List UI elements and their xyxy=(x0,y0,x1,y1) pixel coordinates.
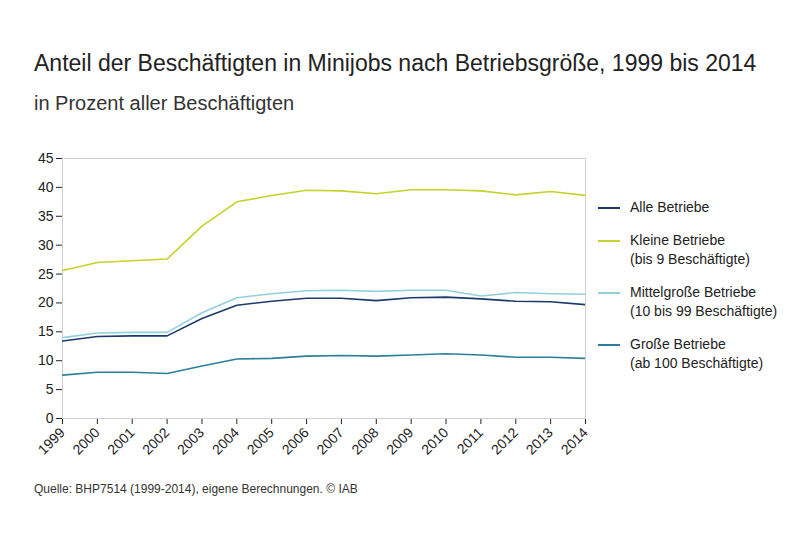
svg-text:2011: 2011 xyxy=(454,424,487,457)
svg-text:2005: 2005 xyxy=(244,424,277,457)
svg-text:40: 40 xyxy=(38,179,54,195)
svg-text:2009: 2009 xyxy=(383,424,416,457)
html-text:Kleine Betriebe (bis 9 Beschäf: Kleine Betriebe (bis 9 Beschäftigte) xyxy=(630,232,750,267)
svg-text:30: 30 xyxy=(38,237,54,253)
html-text:Anteil der Beschäftigten in Mi: Anteil der Beschäftigten in Minijobs nac… xyxy=(34,50,757,76)
svg-text:2003: 2003 xyxy=(174,424,207,457)
html-text:in Prozent aller Beschäftigten: in Prozent aller Beschäftigten xyxy=(34,92,295,114)
svg-text:2004: 2004 xyxy=(209,424,242,457)
svg-text:20: 20 xyxy=(38,294,54,310)
svg-text:2007: 2007 xyxy=(313,424,346,457)
svg-text:10: 10 xyxy=(38,352,54,368)
svg-text:15: 15 xyxy=(38,323,54,339)
svg-text:2000: 2000 xyxy=(69,424,102,457)
svg-text:45: 45 xyxy=(38,150,54,166)
html-text:Mittelgroße Betriebe (10 bis 9: Mittelgroße Betriebe (10 bis 99 Beschäft… xyxy=(630,284,778,319)
svg-text:2010: 2010 xyxy=(418,424,451,457)
svg-text:2013: 2013 xyxy=(523,424,556,457)
svg-text:35: 35 xyxy=(38,208,54,224)
svg-text:2002: 2002 xyxy=(139,424,172,457)
svg-text:2001: 2001 xyxy=(104,424,137,457)
svg-text:2008: 2008 xyxy=(348,424,381,457)
html-text:Große Betriebe (ab 100 Beschäf: Große Betriebe (ab 100 Beschäftigte) xyxy=(630,336,764,371)
svg-text:2014: 2014 xyxy=(557,424,590,457)
svg-text:2006: 2006 xyxy=(279,424,312,457)
html-text:Alle Betriebe: Alle Betriebe xyxy=(630,199,710,215)
svg-text:1999: 1999 xyxy=(34,424,67,457)
svg-text:2012: 2012 xyxy=(488,424,521,457)
html-text:Quelle: BHP7514 (1999-2014), e: Quelle: BHP7514 (1999-2014), eigene Bere… xyxy=(34,482,358,496)
svg-text:5: 5 xyxy=(46,381,54,397)
svg-text:0: 0 xyxy=(46,410,54,426)
svg-text:25: 25 xyxy=(38,266,54,282)
